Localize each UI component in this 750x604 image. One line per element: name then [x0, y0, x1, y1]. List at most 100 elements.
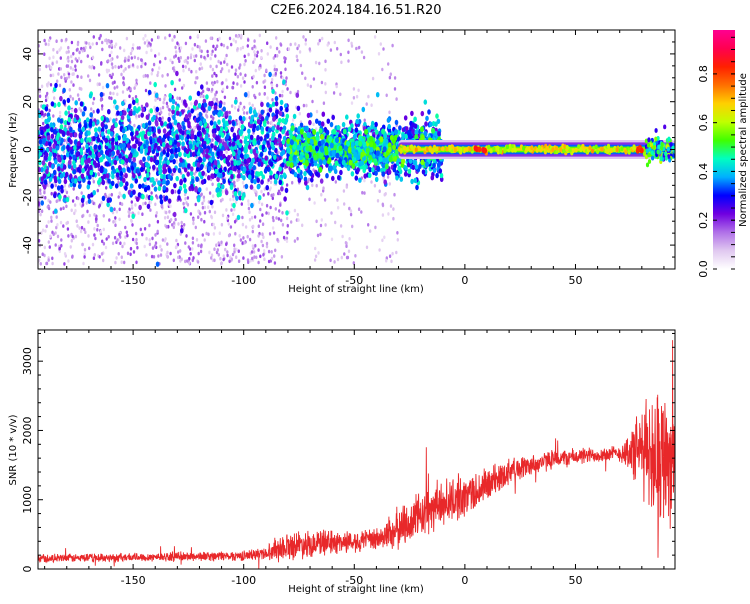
heatmap-cell: [115, 42, 117, 46]
heatmap-cell: [240, 153, 244, 158]
heatmap-cell: [229, 37, 231, 41]
heatmap-cell: [107, 178, 111, 183]
heatmap-cell: [272, 126, 276, 131]
heatmap-cell: [224, 111, 228, 116]
heatmap-cell: [120, 65, 122, 69]
heatmap-cell: [196, 238, 198, 242]
heatmap-cell: [323, 101, 325, 105]
heatmap-cell: [212, 133, 216, 138]
heatmap-cell: [158, 186, 162, 191]
heatmap-cell: [60, 56, 62, 60]
heatmap-cell: [81, 226, 83, 230]
heatmap-cell: [267, 52, 269, 56]
heatmap-cell: [213, 72, 215, 76]
heatmap-cell: [184, 197, 186, 201]
heatmap-cell: [127, 210, 129, 214]
heatmap-cell: [412, 165, 416, 170]
heatmap-cell: [248, 102, 250, 106]
heatmap-cell: [67, 46, 69, 50]
heatmap-cell: [188, 261, 190, 265]
heatmap-cell: [187, 196, 189, 200]
heatmap-cell: [52, 48, 54, 52]
heatmap-cell: [86, 117, 90, 122]
heatmap-cell: [254, 96, 256, 100]
heatmap-cell: [106, 173, 110, 178]
heatmap-cell: [235, 68, 237, 72]
heatmap-cell: [247, 235, 249, 239]
heatmap-cell: [234, 232, 236, 236]
heatmap-cell: [175, 153, 179, 158]
heatmap-cell: [190, 56, 192, 60]
heatmap-cell: [186, 149, 190, 154]
heatmap-cell: [279, 94, 281, 98]
heatmap-cell: [144, 245, 146, 249]
heatmap-cell: [164, 84, 166, 88]
heatmap-cell: [72, 68, 74, 72]
heatmap-cell: [78, 57, 80, 61]
heatmap-cell: [291, 181, 293, 185]
heatmap-cell: [276, 125, 280, 130]
heatmap-cell: [94, 163, 98, 168]
heatmap-cell: [121, 255, 123, 259]
heatmap-cell: [43, 184, 47, 189]
heatmap-cell: [142, 157, 146, 162]
heatmap-cell: [195, 226, 197, 230]
heatmap-cell: [96, 42, 98, 46]
heatmap-cell: [150, 157, 154, 162]
heatmap-cell: [274, 179, 278, 184]
heatmap-cell: [230, 185, 234, 190]
heatmap-cell: [130, 131, 134, 136]
heatmap-cell: [169, 108, 171, 112]
heatmap-cell: [57, 157, 61, 162]
heatmap-cell: [415, 185, 419, 190]
heatmap-cell: [122, 143, 126, 148]
heatmap-cell: [59, 96, 63, 101]
heatmap-cell: [134, 203, 136, 207]
heatmap-cell: [96, 108, 100, 113]
heatmap-cell: [123, 134, 127, 139]
heatmap-cell: [43, 191, 45, 195]
heatmap-cell: [154, 186, 158, 191]
heatmap-cell: [299, 112, 301, 116]
heatmap-cell: [355, 47, 357, 51]
heatmap-cell: [67, 221, 69, 225]
heatmap-cell: [114, 160, 118, 165]
heatmap-cell: [215, 243, 217, 247]
heatmap-cell: [238, 249, 240, 253]
heatmap-cell: [201, 202, 203, 206]
heatmap-cell: [177, 222, 179, 226]
heatmap-cell: [305, 38, 307, 42]
heatmap-cell: [221, 133, 225, 138]
heatmap-cell: [67, 98, 71, 103]
heatmap-cell: [141, 212, 143, 216]
heatmap-cell: [131, 200, 133, 204]
heatmap-cell: [211, 183, 213, 187]
heatmap-cell: [170, 155, 174, 160]
heatmap-cell: [355, 175, 359, 180]
heatmap-cell: [215, 65, 217, 69]
heatmap-cell: [145, 162, 149, 167]
heatmap-cell: [249, 116, 251, 120]
heatmap-cell: [54, 83, 58, 88]
heatmap-cell: [167, 73, 169, 77]
heatmap-cell: [123, 83, 125, 87]
heatmap-cell: [236, 134, 240, 139]
heatmap-cell: [281, 90, 283, 94]
heatmap-cell: [110, 207, 114, 212]
heatmap-cell: [128, 55, 130, 59]
heatmap-cell: [134, 56, 136, 60]
heatmap-cell: [358, 178, 362, 183]
heatmap-cell: [179, 49, 181, 53]
heatmap-cell: [234, 106, 236, 110]
heatmap-cell: [184, 241, 186, 245]
heatmap-cell: [233, 247, 235, 251]
heatmap-cell: [213, 223, 215, 227]
heatmap-cell: [57, 185, 61, 190]
heatmap-cell: [375, 177, 379, 182]
heatmap-cell: [271, 98, 273, 102]
heatmap-cell: [160, 248, 162, 252]
heatmap-cell: [141, 107, 145, 112]
heatmap-cell: [212, 194, 214, 198]
heatmap-cell: [287, 224, 289, 228]
heatmap-cell: [375, 130, 379, 135]
